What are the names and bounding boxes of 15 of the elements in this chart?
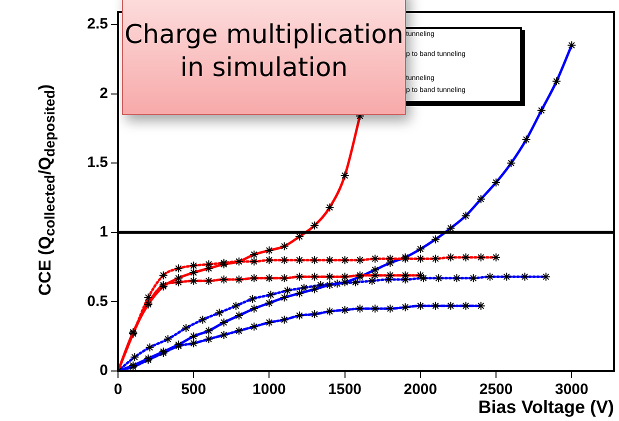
callout-box: Charge multiplication in simulation: [122, 0, 406, 115]
y-tick-label: 0: [100, 362, 108, 380]
y-tick-label: 1: [100, 224, 108, 241]
x-tick-label: 1000: [252, 381, 286, 398]
x-tick-label: 0: [114, 381, 122, 398]
y-tick-label: 2.5: [87, 16, 108, 33]
x-axis-title: Bias Voltage (V): [478, 397, 614, 418]
x-tick-label: 3000: [554, 381, 588, 398]
x-tick-label: 500: [181, 381, 206, 398]
y-tick-label: 2: [100, 84, 108, 102]
y-tick-label: 1.5: [87, 154, 108, 172]
x-tick-label: 1500: [328, 381, 362, 398]
x-tick-label: 2000: [404, 381, 438, 398]
y-tick-label: 0.5: [87, 292, 108, 310]
x-tick-label: 2500: [479, 381, 513, 398]
